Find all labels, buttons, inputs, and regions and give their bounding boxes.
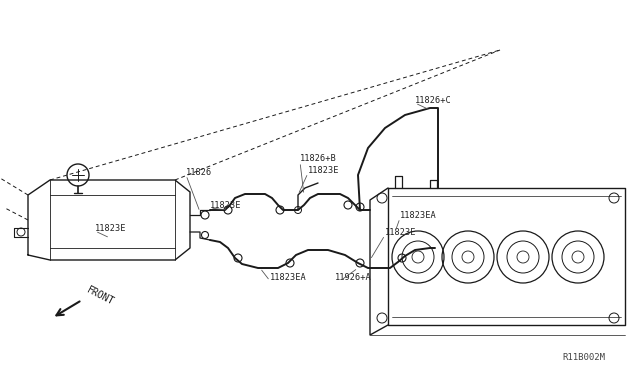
Text: 11823EA: 11823EA	[400, 211, 436, 219]
Text: 11826: 11826	[186, 167, 212, 176]
Text: 11826+B: 11826+B	[300, 154, 337, 163]
Text: 11823E: 11823E	[95, 224, 127, 232]
Text: R11B002M: R11B002M	[562, 353, 605, 362]
Text: 11826+C: 11826+C	[415, 96, 452, 105]
Text: 11823E: 11823E	[210, 201, 241, 209]
Text: 11823E: 11823E	[385, 228, 417, 237]
Text: 11823EA: 11823EA	[270, 273, 307, 282]
Text: 11926+A: 11926+A	[335, 273, 372, 282]
Text: 11823E: 11823E	[308, 166, 339, 174]
Text: FRONT: FRONT	[85, 285, 116, 307]
